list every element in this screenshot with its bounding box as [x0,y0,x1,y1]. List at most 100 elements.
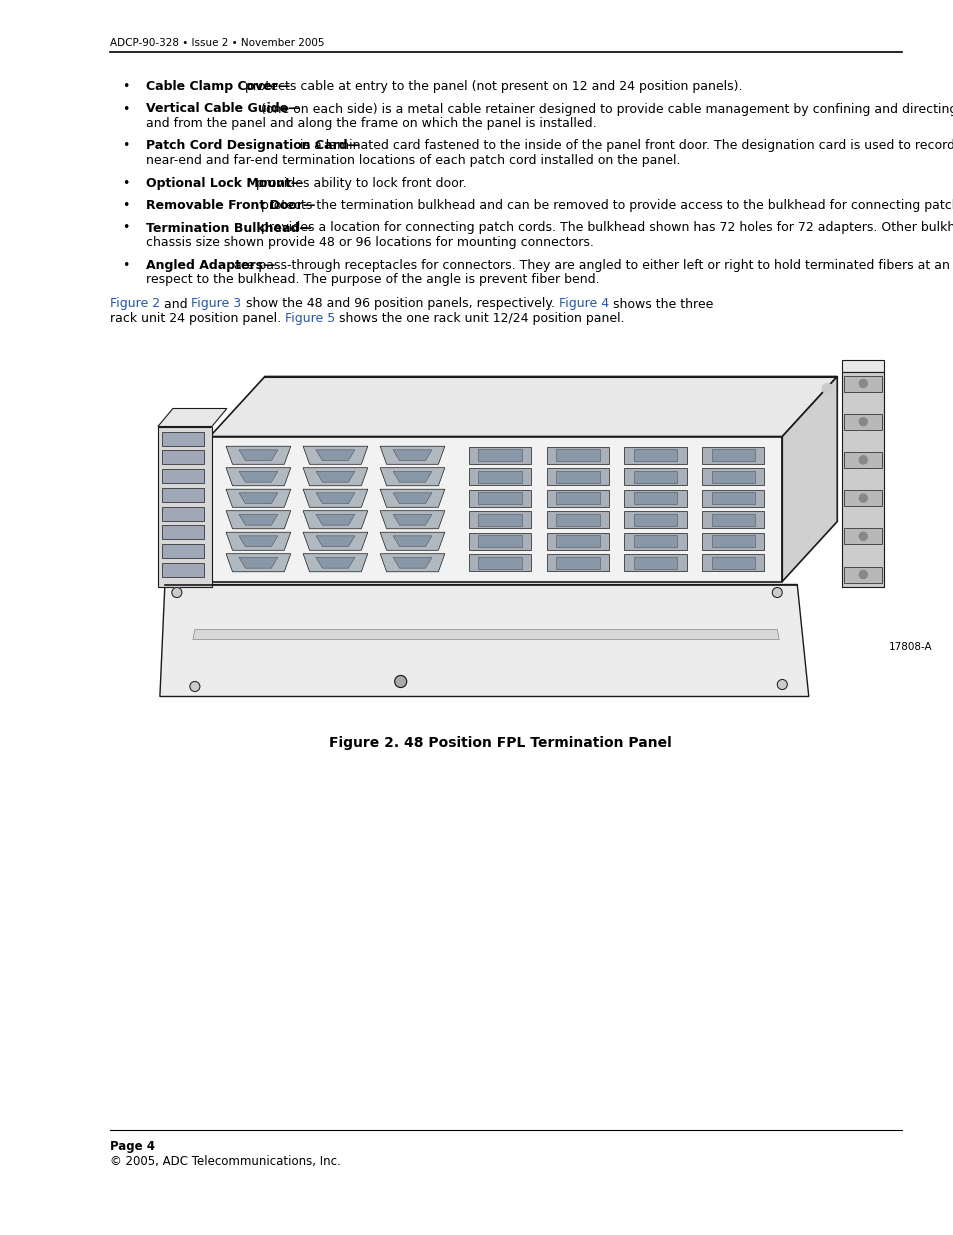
Polygon shape [393,536,432,547]
Polygon shape [162,525,204,540]
Polygon shape [546,489,608,506]
Polygon shape [468,511,531,529]
Polygon shape [157,409,227,426]
Polygon shape [711,493,755,504]
Polygon shape [162,563,204,577]
Polygon shape [556,493,598,504]
Polygon shape [711,450,755,461]
Polygon shape [303,468,368,485]
Text: •: • [122,221,129,235]
Polygon shape [546,532,608,550]
Text: Patch Cord Designation Card—: Patch Cord Designation Card— [146,140,359,152]
Text: and: and [160,298,192,310]
Polygon shape [226,553,291,572]
Polygon shape [379,511,444,529]
Text: Optional Lock Mount—: Optional Lock Mount— [146,177,303,189]
Polygon shape [633,493,677,504]
Polygon shape [711,557,755,569]
Polygon shape [303,489,368,508]
Text: (one on each side) is a metal cable retainer designed to provide cable managemen: (one on each side) is a metal cable reta… [261,103,953,116]
Polygon shape [379,489,444,508]
Polygon shape [701,468,763,485]
Polygon shape [379,553,444,572]
Polygon shape [226,489,291,508]
Polygon shape [546,468,608,485]
Polygon shape [315,472,355,482]
Polygon shape [633,514,677,526]
Polygon shape [239,536,277,547]
Text: shows the three: shows the three [608,298,712,310]
Circle shape [859,532,866,540]
Polygon shape [701,555,763,572]
Text: Removable Front Door—: Removable Front Door— [146,199,314,212]
Text: are pass-through receptacles for connectors. They are angled to either left or r: are pass-through receptacles for connect… [233,258,953,272]
Circle shape [395,676,406,688]
Polygon shape [226,446,291,464]
Polygon shape [468,555,531,572]
Polygon shape [843,529,882,545]
Polygon shape [843,414,882,430]
Text: •: • [122,140,129,152]
Polygon shape [701,489,763,506]
Polygon shape [379,468,444,485]
Polygon shape [701,447,763,464]
Polygon shape [556,557,598,569]
Polygon shape [843,452,882,468]
Polygon shape [781,377,837,582]
Polygon shape [210,436,781,582]
Text: show the 48 and 96 position panels, respectively.: show the 48 and 96 position panels, resp… [241,298,558,310]
Text: •: • [122,177,129,189]
Polygon shape [157,426,212,587]
Text: Figure 3: Figure 3 [192,298,241,310]
Polygon shape [556,535,598,547]
Polygon shape [546,555,608,572]
Text: Cable Clamp Cover—: Cable Clamp Cover— [146,80,290,93]
Polygon shape [477,450,521,461]
Polygon shape [711,471,755,483]
Text: © 2005, ADC Telecommunications, Inc.: © 2005, ADC Telecommunications, Inc. [110,1155,340,1168]
Polygon shape [315,514,355,525]
Text: Figure 5: Figure 5 [285,312,335,325]
Polygon shape [303,532,368,551]
Polygon shape [468,489,531,506]
Polygon shape [239,472,277,482]
Polygon shape [624,532,686,550]
Polygon shape [843,567,882,583]
Text: 17808-A: 17808-A [888,641,932,652]
Polygon shape [841,372,883,587]
Circle shape [172,588,182,598]
Polygon shape [633,450,677,461]
Polygon shape [546,447,608,464]
Polygon shape [226,532,291,551]
Polygon shape [239,557,277,568]
Polygon shape [226,511,291,529]
Text: •: • [122,199,129,212]
Polygon shape [239,450,277,461]
Polygon shape [468,468,531,485]
Polygon shape [477,493,521,504]
Text: •: • [122,258,129,272]
Polygon shape [393,514,432,525]
Circle shape [190,682,200,692]
Polygon shape [556,514,598,526]
Circle shape [777,679,786,689]
Text: near-end and far-end termination locations of each patch cord installed on the p: near-end and far-end termination locatio… [146,154,679,167]
Polygon shape [315,493,355,504]
Polygon shape [468,447,531,464]
Circle shape [859,571,866,578]
Polygon shape [633,557,677,569]
Polygon shape [239,514,277,525]
Polygon shape [711,514,755,526]
Polygon shape [193,630,779,640]
Polygon shape [633,471,677,483]
Text: Angled Adapters—: Angled Adapters— [146,258,274,272]
Circle shape [859,379,866,388]
Text: protects the termination bulkhead and can be removed to provide access to the bu: protects the termination bulkhead and ca… [261,199,953,212]
Polygon shape [843,490,882,506]
Text: •: • [122,80,129,93]
Text: is a laminated card fastened to the inside of the panel front door. The designat: is a laminated card fastened to the insi… [299,140,953,152]
Circle shape [859,417,866,426]
Polygon shape [393,557,432,568]
Polygon shape [556,450,598,461]
Polygon shape [393,472,432,482]
